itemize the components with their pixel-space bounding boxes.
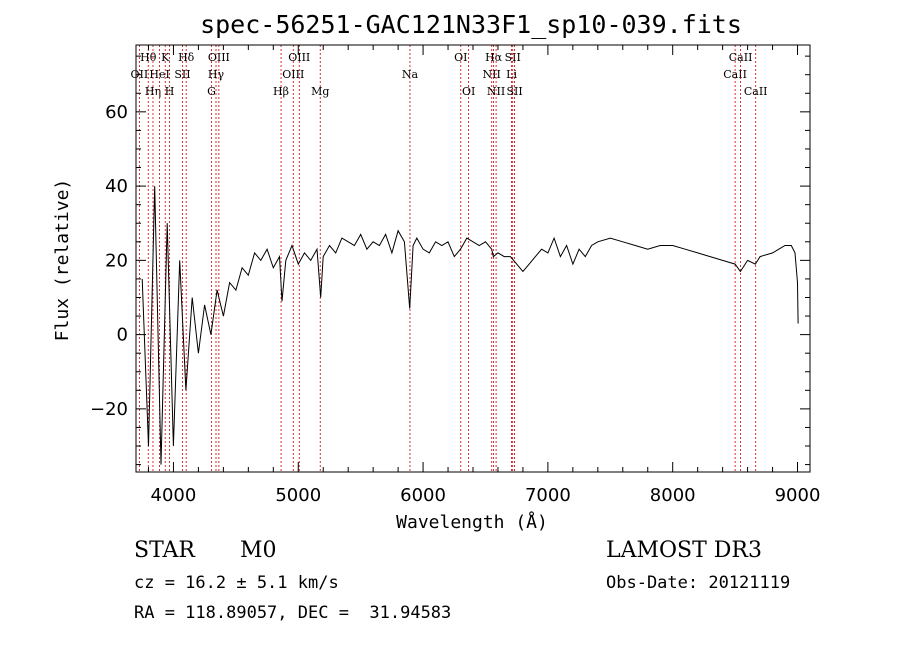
marker-label: OIII <box>208 51 230 64</box>
y-tick-label: 20 <box>105 250 128 271</box>
marker-label: Na <box>402 68 419 81</box>
observation-date: Obs-Date: 20121119 <box>606 573 791 593</box>
marker-label: G <box>207 85 216 98</box>
marker-label: Li <box>506 68 517 81</box>
marker-label: OIII <box>282 68 304 81</box>
redshift-velocity: cz = 16.2 ± 5.1 km/s <box>134 573 339 593</box>
x-tick-label: 4000 <box>151 485 197 506</box>
y-tick-label: 40 <box>105 176 128 197</box>
object-subclass: M0 <box>240 538 277 563</box>
marker-label: Mg <box>311 85 329 98</box>
chart-title: spec-56251-GAC121N33F1_sp10-039.fits <box>200 10 742 39</box>
marker-label: Hδ <box>178 51 195 64</box>
marker-label: SII <box>506 85 522 98</box>
x-tick-label: 6000 <box>400 485 446 506</box>
plot-frame <box>135 44 811 473</box>
x-tick-label: 7000 <box>525 485 571 506</box>
marker-label: NII <box>487 85 505 98</box>
marker-label: CaII <box>729 51 753 64</box>
marker-label: SII <box>505 51 521 64</box>
marker-label: NII <box>483 68 501 81</box>
spectrum-line <box>141 186 799 465</box>
marker-label: HeI <box>149 68 169 81</box>
x-axis-label: Wavelength (Å) <box>396 511 548 533</box>
marker-label: Hη <box>145 85 161 98</box>
marker-label: CaII <box>744 85 768 98</box>
x-axis-ticks: 4000 5000 6000 7000 8000 9000 <box>147 45 821 506</box>
survey-name: LAMOST DR3 <box>606 538 762 563</box>
marker-label: H <box>165 85 175 98</box>
marker-label: Hβ <box>273 85 289 98</box>
x-tick-label: 5000 <box>275 485 321 506</box>
marker-label: OI <box>462 85 475 98</box>
marker-label: OIII <box>288 51 310 64</box>
marker-label: OI <box>454 51 467 64</box>
coordinates: RA = 118.89057, DEC = 31.94583 <box>134 603 452 623</box>
x-tick-label: 8000 <box>650 485 696 506</box>
marker-label: SII <box>174 68 190 81</box>
marker-label: CaII <box>723 68 747 81</box>
y-tick-label: 60 <box>105 102 128 123</box>
marker-label: Hθ <box>140 51 157 64</box>
y-axis-label: Flux (relative) <box>52 179 73 342</box>
marker-label: Hα <box>485 51 503 64</box>
x-tick-label: 9000 <box>775 485 821 506</box>
y-tick-label: 0 <box>117 325 128 346</box>
marker-label: Hγ <box>208 68 225 81</box>
marker-label: K <box>161 51 170 64</box>
object-type: STAR <box>134 538 195 563</box>
y-tick-label: −20 <box>90 399 128 420</box>
